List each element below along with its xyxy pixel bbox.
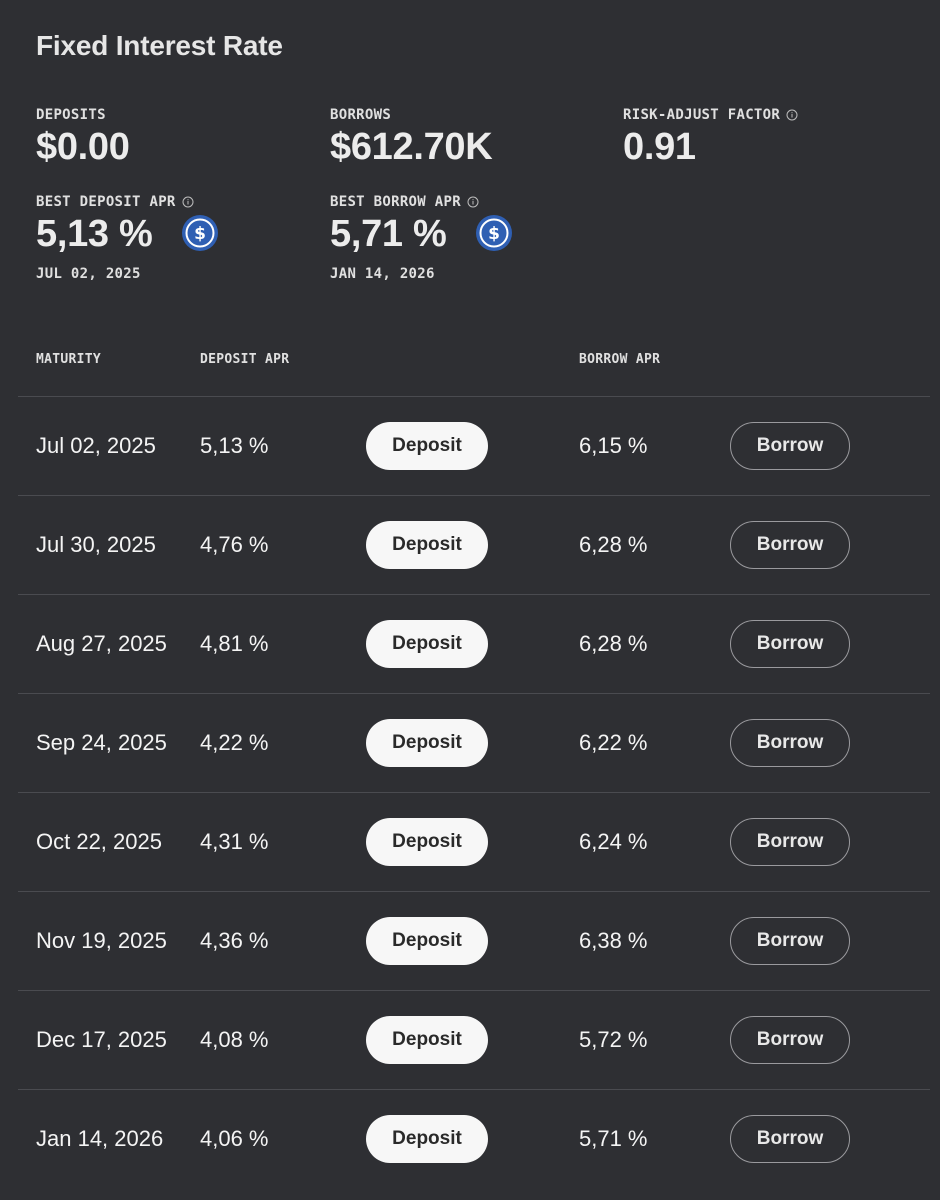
deposit-button[interactable]: Deposit	[366, 1115, 488, 1163]
borrow-apr-header: BORROW APR	[579, 352, 661, 367]
deposit-apr-cell: 4,22 %	[200, 730, 269, 755]
info-icon[interactable]	[467, 196, 479, 208]
borrows-stat: BORROWS $612.70K	[330, 107, 493, 169]
rates-table: Jul 02, 2025 5,13 % Deposit 6,15 % Borrow Jul…	[18, 396, 930, 1188]
best-borrow-apr-label: BEST BORROW APR	[330, 194, 461, 210]
maturity-cell: Dec 17, 2025	[36, 1027, 167, 1052]
svg-text:$: $	[194, 224, 206, 244]
borrow-button[interactable]: Borrow	[730, 719, 850, 767]
table-row: Dec 17, 2025 4,08 % Deposit 5,72 % Borrow	[18, 990, 930, 1089]
deposits-stat: DEPOSITS $0.00	[36, 107, 130, 169]
page-title: Fixed Interest Rate	[36, 30, 283, 61]
borrow-button[interactable]: Borrow	[730, 620, 850, 668]
table-row: Oct 22, 2025 4,31 % Deposit 6,24 % Borrow	[18, 792, 930, 891]
deposit-button[interactable]: Deposit	[366, 1016, 488, 1064]
maturity-cell: Jul 02, 2025	[36, 433, 156, 458]
risk-adjust-factor-label-row: RISK-ADJUST FACTOR	[623, 107, 798, 123]
usdc-coin-icon: $	[475, 214, 513, 252]
deposit-apr-cell: 4,31 %	[200, 829, 269, 854]
deposit-apr-cell: 4,08 %	[200, 1027, 269, 1052]
borrow-button[interactable]: Borrow	[730, 1115, 850, 1163]
info-icon[interactable]	[786, 109, 798, 121]
maturity-header: MATURITY	[36, 352, 102, 367]
deposit-button[interactable]: Deposit	[366, 521, 488, 569]
table-row: Aug 27, 2025 4,81 % Deposit 6,28 % Borrow	[18, 594, 930, 693]
best-deposit-apr-value: 5,13 %	[36, 213, 153, 255]
borrows-value: $612.70K	[330, 126, 493, 168]
best-deposit-apr-label-row: BEST DEPOSIT APR	[36, 194, 219, 210]
table-row: Sep 24, 2025 4,22 % Deposit 6,22 % Borrow	[18, 693, 930, 792]
maturity-cell: Sep 24, 2025	[36, 730, 167, 755]
best-borrow-apr-value: 5,71 %	[330, 213, 447, 255]
deposit-button[interactable]: Deposit	[366, 719, 488, 767]
maturity-cell: Oct 22, 2025	[36, 829, 162, 854]
borrow-button[interactable]: Borrow	[730, 1016, 850, 1064]
maturity-cell: Jul 30, 2025	[36, 532, 156, 557]
table-row: Nov 19, 2025 4,36 % Deposit 6,38 % Borrow	[18, 891, 930, 990]
best-borrow-apr-label-row: BEST BORROW APR	[330, 194, 513, 210]
borrow-apr-cell: 6,24 %	[579, 829, 648, 854]
best-borrow-apr-date: JAN 14, 2026	[330, 266, 435, 282]
deposit-button[interactable]: Deposit	[366, 422, 488, 470]
borrows-label: BORROWS	[330, 107, 392, 123]
best-deposit-apr-label: BEST DEPOSIT APR	[36, 194, 176, 210]
borrow-apr-cell: 6,38 %	[579, 928, 648, 953]
best-borrow-apr-stat: BEST BORROW APR 5,71 % $ JAN 14, 2026	[330, 194, 513, 282]
borrow-apr-cell: 6,22 %	[579, 730, 648, 755]
table-row: Jul 02, 2025 5,13 % Deposit 6,15 % Borrow	[18, 396, 930, 495]
deposit-apr-cell: 4,36 %	[200, 928, 269, 953]
deposit-apr-cell: 4,81 %	[200, 631, 269, 656]
deposit-button[interactable]: Deposit	[366, 620, 488, 668]
risk-adjust-factor-value: 0.91	[623, 126, 696, 168]
borrow-apr-cell: 6,15 %	[579, 433, 648, 458]
deposit-apr-cell: 4,76 %	[200, 532, 269, 557]
info-icon[interactable]	[182, 196, 194, 208]
deposit-apr-cell: 5,13 %	[200, 433, 269, 458]
borrow-button[interactable]: Borrow	[730, 917, 850, 965]
borrow-apr-cell: 6,28 %	[579, 631, 648, 656]
borrow-apr-cell: 5,72 %	[579, 1027, 648, 1052]
borrow-apr-cell: 5,71 %	[579, 1126, 648, 1151]
deposit-apr-header: DEPOSIT APR	[200, 352, 290, 367]
usdc-coin-icon: $	[181, 214, 219, 252]
maturity-cell: Aug 27, 2025	[36, 631, 167, 656]
best-deposit-apr-stat: BEST DEPOSIT APR 5,13 % $ JUL 02, 2025	[36, 194, 219, 282]
deposits-value: $0.00	[36, 126, 130, 168]
deposit-button[interactable]: Deposit	[366, 917, 488, 965]
maturity-cell: Jan 14, 2026	[36, 1126, 164, 1151]
borrow-button[interactable]: Borrow	[730, 521, 850, 569]
table-row: Jan 14, 2026 4,06 % Deposit 5,71 % Borrow	[18, 1089, 930, 1188]
deposits-label: DEPOSITS	[36, 107, 106, 123]
table-row: Jul 30, 2025 4,76 % Deposit 6,28 % Borrow	[18, 495, 930, 594]
risk-adjust-factor-label: RISK-ADJUST FACTOR	[623, 107, 781, 123]
borrow-button[interactable]: Borrow	[730, 422, 850, 470]
deposit-button[interactable]: Deposit	[366, 818, 488, 866]
deposit-apr-cell: 4,06 %	[200, 1126, 269, 1151]
svg-text:$: $	[488, 224, 500, 244]
borrow-apr-cell: 6,28 %	[579, 532, 648, 557]
borrow-button[interactable]: Borrow	[730, 818, 850, 866]
maturity-cell: Nov 19, 2025	[36, 928, 167, 953]
risk-adjust-factor-stat: RISK-ADJUST FACTOR 0.91	[623, 107, 798, 169]
best-deposit-apr-date: JUL 02, 2025	[36, 266, 141, 282]
